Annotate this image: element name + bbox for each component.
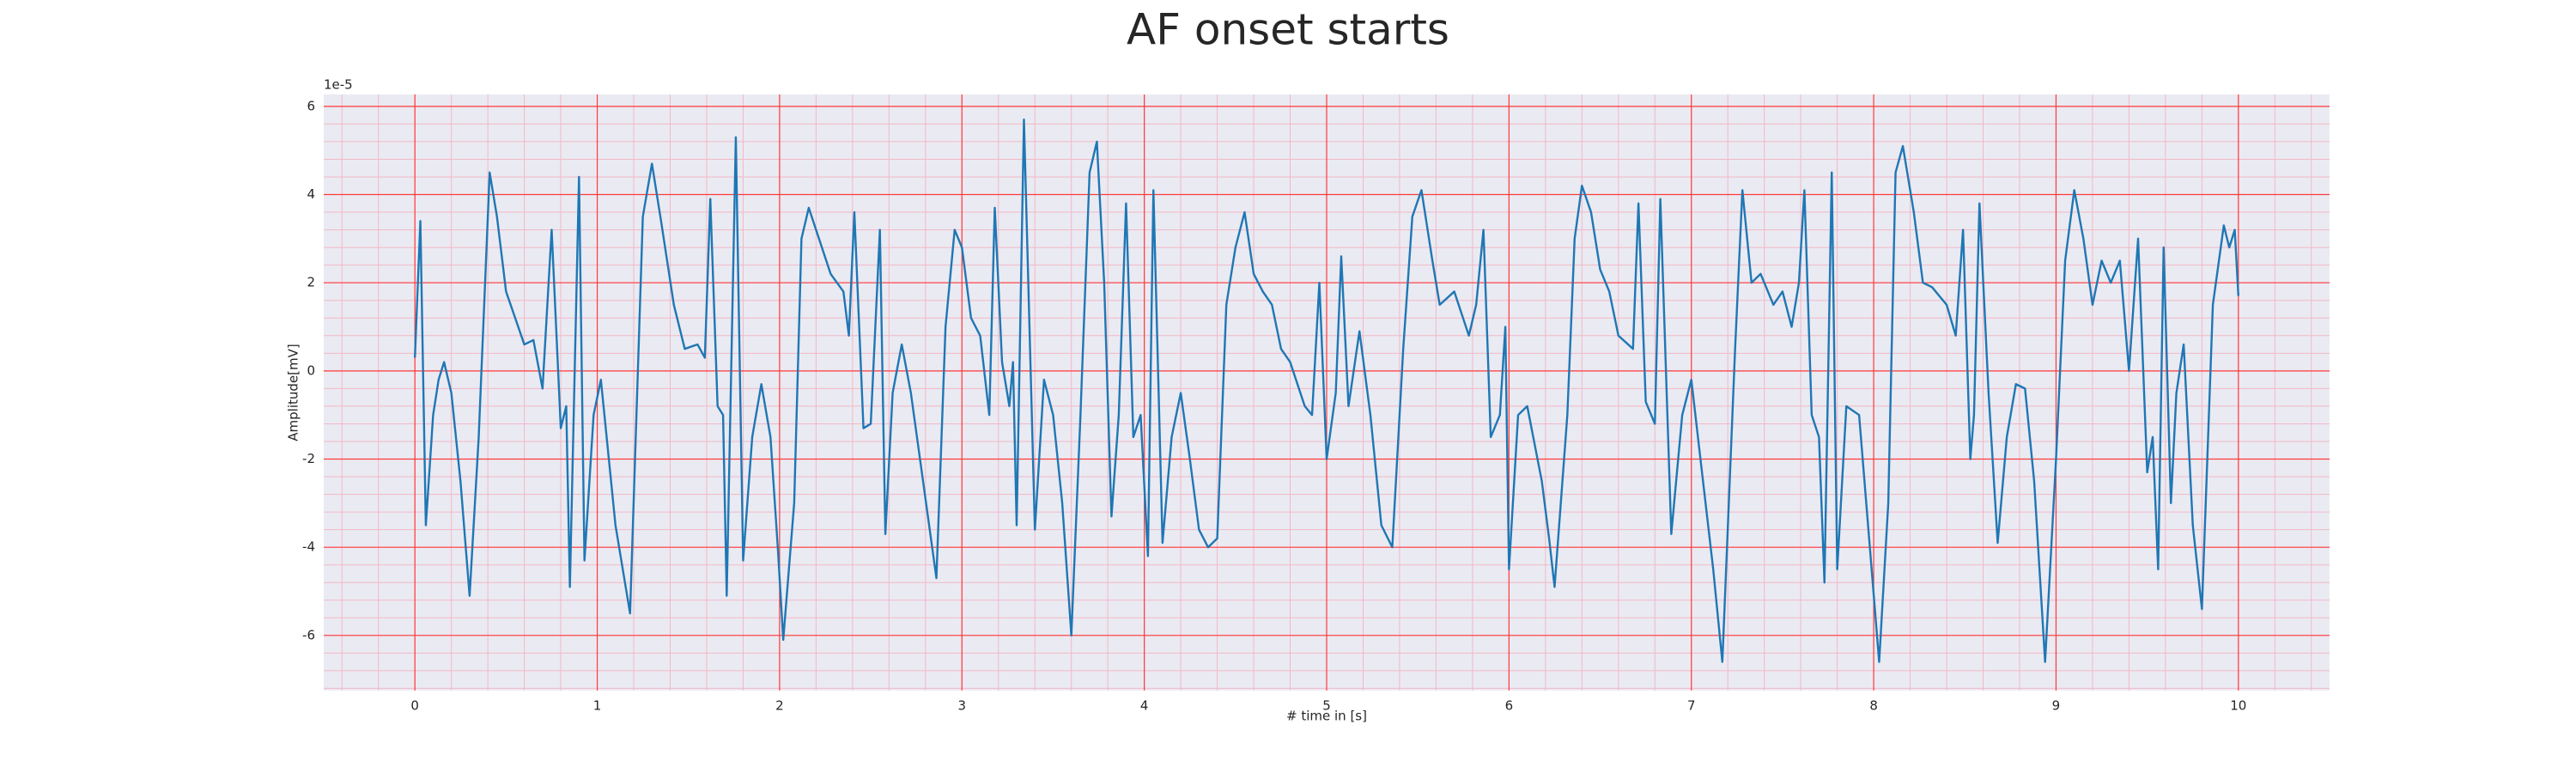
- y-tick-label: 4: [307, 186, 315, 202]
- y-axis-label: Amplitude[mV]: [286, 344, 301, 441]
- y-tick-label: 0: [307, 362, 315, 378]
- x-tick-label: 8: [1869, 698, 1878, 714]
- x-tick-label: 4: [1140, 698, 1149, 714]
- y-tick-label: 6: [307, 98, 315, 113]
- y-offset-label: 1e-5: [324, 77, 353, 93]
- x-axis-label: # time in [s]: [1286, 709, 1367, 724]
- chart-title: AF onset starts: [1127, 5, 1449, 55]
- x-tick-label: 10: [2230, 698, 2246, 714]
- x-tick-label: 9: [2052, 698, 2061, 714]
- x-tick-label: 1: [593, 698, 602, 714]
- x-tick-label: 3: [957, 698, 966, 714]
- y-tick-label: 2: [307, 275, 315, 290]
- data-line: [413, 119, 2240, 663]
- y-tick-label: -4: [302, 539, 315, 555]
- y-tick-label: -2: [302, 451, 315, 466]
- x-tick-label: 2: [775, 698, 784, 714]
- x-tick-label: 6: [1505, 698, 1514, 714]
- x-tick-label: 7: [1687, 698, 1696, 714]
- y-tick-label: -6: [302, 627, 315, 642]
- x-tick-label: 0: [410, 698, 419, 714]
- x-tick-label: 5: [1322, 698, 1331, 714]
